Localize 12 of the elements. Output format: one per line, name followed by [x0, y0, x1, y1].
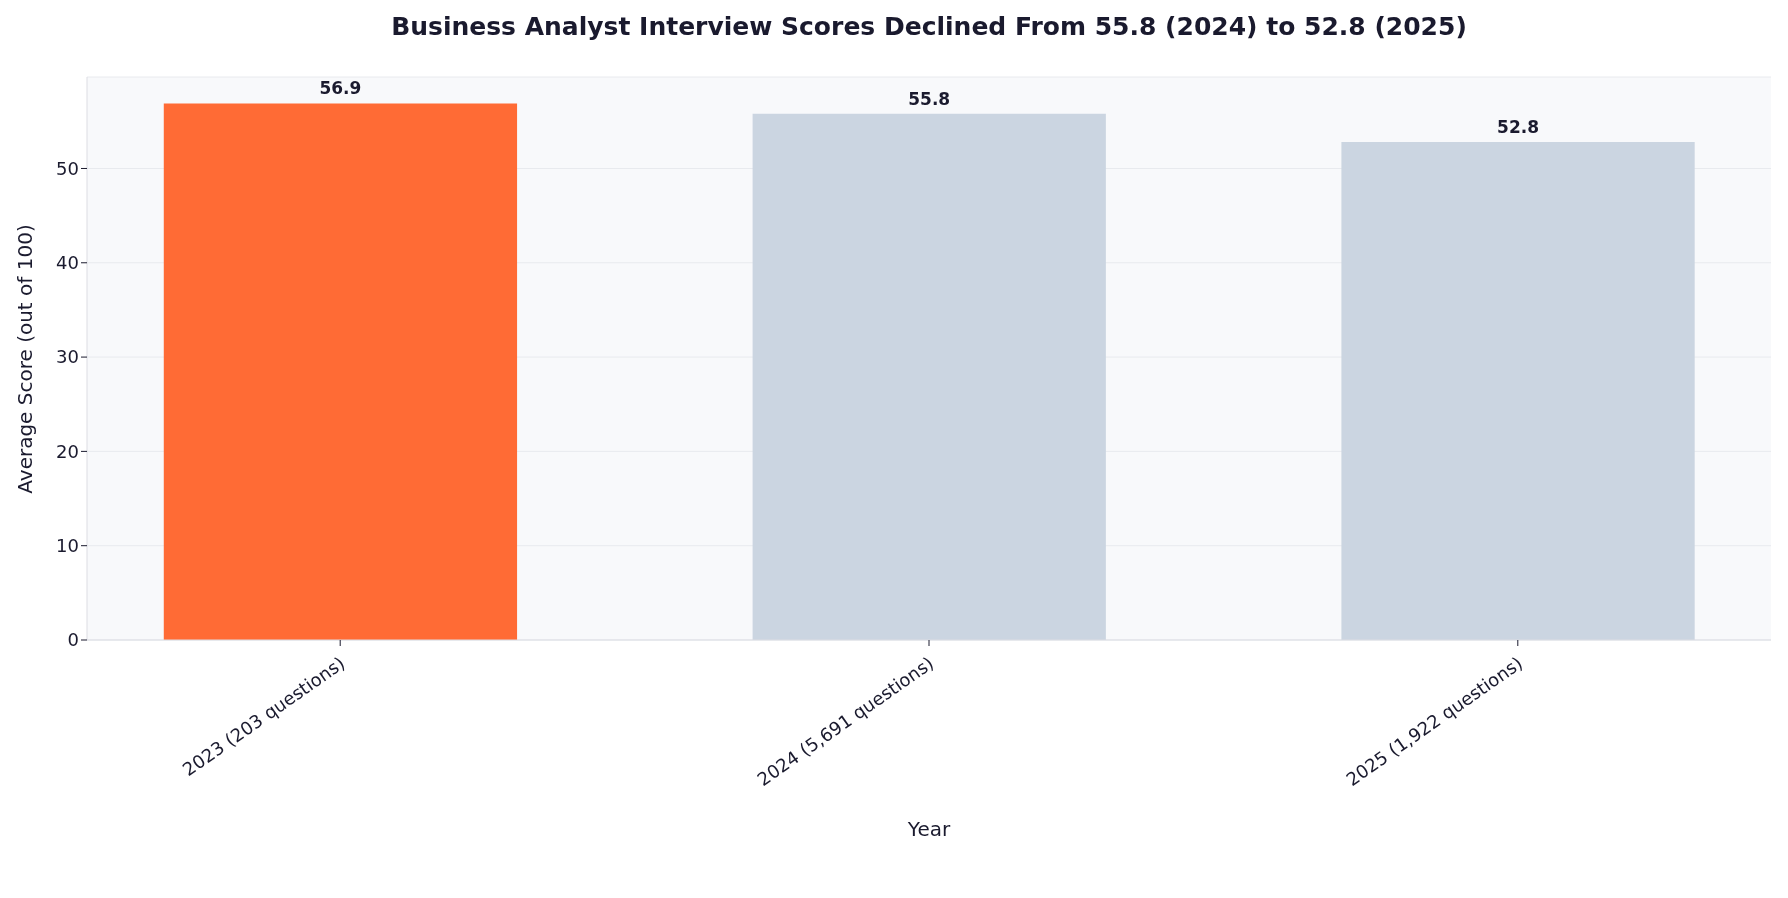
y-axis-title: Average Score (out of 100) — [13, 223, 37, 494]
y-tick-label: 0 — [67, 629, 79, 651]
y-tick-label: 40 — [56, 252, 79, 274]
data-label: 56.9 — [319, 78, 362, 99]
chart-title: Business Analyst Interview Scores Declined From 55.8 (2024) to 52.8 (2025) — [390, 12, 1468, 42]
y-tick-label: 20 — [56, 440, 79, 462]
x-axis-title: Year — [907, 817, 951, 841]
y-tick-label: 30 — [56, 346, 79, 368]
y-tick-label: 10 — [56, 535, 79, 557]
y-tick-label: 50 — [56, 157, 79, 179]
data-label: 52.8 — [1497, 117, 1540, 138]
data-label: 55.8 — [908, 88, 951, 109]
